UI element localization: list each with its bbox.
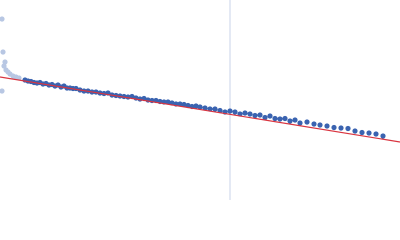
- data-point: [277, 116, 283, 122]
- data-point: [292, 117, 298, 123]
- data-point: [2, 59, 8, 65]
- data-point: [177, 101, 183, 107]
- data-point: [252, 112, 258, 119]
- data-point: [202, 105, 208, 111]
- data-point: [247, 111, 253, 117]
- fit-line: [0, 76, 400, 143]
- data-point: [373, 131, 379, 137]
- data-point: [257, 112, 263, 118]
- data-point: [359, 129, 365, 136]
- data-point: [304, 119, 310, 125]
- data-point: [197, 104, 203, 110]
- data-point: [165, 99, 171, 105]
- data-point: [352, 128, 358, 134]
- data-point: [232, 109, 238, 115]
- data-point: [324, 123, 330, 129]
- data-point: [311, 121, 317, 127]
- data-point: [217, 107, 223, 114]
- data-point: [366, 130, 372, 136]
- data-point: [287, 118, 293, 124]
- data-point: [0, 49, 6, 55]
- data-point: [282, 115, 288, 122]
- data-point: [272, 115, 278, 122]
- chart: [0, 0, 400, 200]
- data-point: [207, 106, 213, 112]
- data-point: [267, 113, 273, 119]
- data-point: [193, 103, 199, 109]
- data-point: [0, 88, 5, 94]
- data-point: [331, 124, 337, 131]
- data-point: [345, 125, 351, 132]
- data-point: [338, 125, 344, 131]
- data-point: [380, 133, 386, 139]
- data-point: [1, 63, 7, 69]
- data-point: [0, 16, 5, 22]
- data-point: [227, 108, 233, 114]
- data-point: [262, 114, 268, 121]
- data-point: [212, 106, 218, 112]
- data-point: [317, 122, 323, 128]
- data-point: [242, 110, 248, 116]
- data-point: [297, 120, 303, 126]
- data-point: [181, 101, 187, 108]
